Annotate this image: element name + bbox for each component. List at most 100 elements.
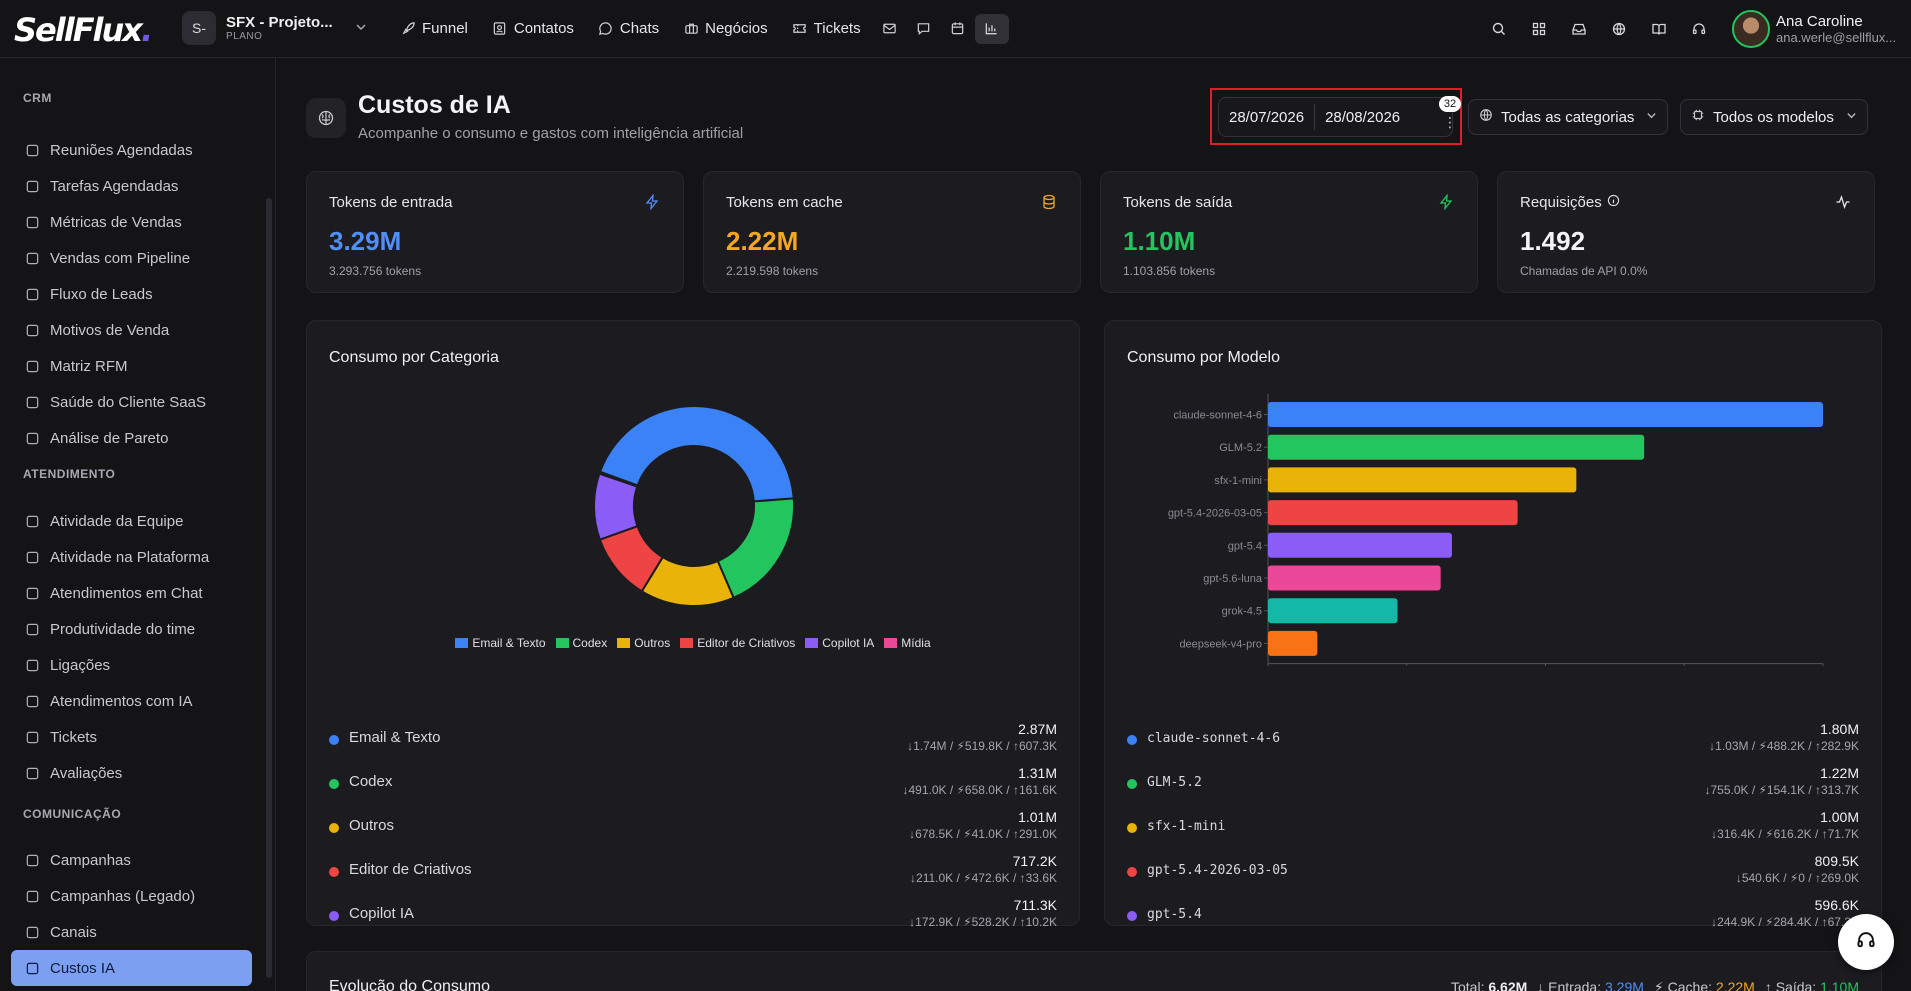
info-icon[interactable] [1607, 194, 1620, 211]
color-dot [1127, 779, 1137, 789]
sidebar-item[interactable]: Custos IA [11, 950, 252, 986]
stat-card-input-tokens: Tokens de entrada 3.29M 3.293.756 tokens [306, 171, 684, 293]
bar[interactable] [1268, 630, 1318, 656]
legend-swatch [805, 638, 819, 648]
bar[interactable] [1268, 467, 1577, 493]
user-menu[interactable]: Ana Caroline ana.werle@sellflux... [1732, 10, 1896, 48]
apps-grid-icon[interactable] [1526, 16, 1552, 42]
sidebar-item[interactable]: Tarefas Agendadas [11, 168, 252, 204]
date-start[interactable]: 28/07/2026 [1229, 108, 1305, 126]
list-item-name: Copilot IA [349, 905, 415, 922]
sidebar-item[interactable]: Métricas de Vendas [11, 204, 252, 240]
list-item-name: Codex [349, 773, 393, 790]
list-item-name: sfx-1-mini [1147, 819, 1226, 834]
help-button[interactable] [1838, 914, 1894, 970]
nav-contatos-label: Contatos [513, 20, 574, 37]
bar[interactable] [1268, 434, 1645, 460]
nav-tickets[interactable]: Tickets [780, 13, 873, 44]
menu-item-icon [24, 394, 40, 410]
nav-contatos[interactable]: Contatos [480, 13, 586, 44]
sidebar-item[interactable]: Campanhas [11, 842, 252, 878]
sidebar-item[interactable]: Tickets [11, 719, 252, 755]
sidebar-item-label: Vendas com Pipeline [50, 249, 191, 267]
menu-item-icon [24, 358, 40, 374]
sidebar-item[interactable]: Motivos de Venda [11, 312, 252, 348]
legend-item[interactable]: Mídia [884, 636, 931, 650]
list-item-total: 1.31M [1018, 765, 1057, 781]
workspace-avatar: S- [182, 11, 216, 45]
database-icon [1040, 193, 1058, 211]
list-item-total: 1.80M [1820, 721, 1859, 737]
nav-email[interactable] [873, 14, 907, 44]
more-vertical-icon[interactable]: ⋮ [1443, 114, 1457, 130]
panel-title: Consumo por Categoria [329, 349, 499, 366]
sidebar-item[interactable]: Atendimentos em Chat [11, 575, 252, 611]
cache-value: 2.22M [1715, 979, 1755, 991]
nav-negocios[interactable]: Negócios [671, 13, 780, 44]
menu-item-icon [24, 178, 40, 194]
sidebar-item-label: Canais [50, 923, 97, 941]
date-range-picker[interactable]: 28/07/2026 28/08/2026 ⋮ 32 [1218, 96, 1461, 137]
sidebar-scrollbar[interactable] [266, 198, 272, 978]
sidebar-item[interactable]: Atividade na Plataforma [11, 539, 252, 575]
stat-sub: 1.103.856 tokens [1123, 264, 1216, 278]
list-item: Outros 1.01M ↓678.5K / ⚡41.0K / ↑291.0K [329, 809, 1057, 851]
donut-slice[interactable] [716, 497, 795, 600]
bar[interactable] [1268, 500, 1518, 526]
sidebar-item-label: Fluxo de Leads [50, 285, 153, 303]
bar[interactable] [1268, 532, 1452, 558]
legend-item[interactable]: Copilot IA [805, 636, 874, 650]
total-label: Total: [1451, 979, 1485, 991]
list-item-name: claude-sonnet-4-6 [1147, 731, 1281, 746]
donut-slice[interactable] [598, 405, 795, 503]
nav-calendar[interactable] [941, 14, 975, 44]
sidebar-item[interactable]: Atendimentos com IA [11, 683, 252, 719]
search-icon[interactable] [1486, 16, 1512, 42]
globe-icon[interactable] [1606, 16, 1632, 42]
sellflux-logo[interactable]: SellFlux. [14, 11, 153, 49]
sidebar-item[interactable]: Reuniões Agendadas [11, 132, 252, 168]
sidebar-item-label: Tickets [50, 728, 97, 746]
list-item-total: 717.2K [1012, 853, 1057, 869]
sidebar-item[interactable]: Campanhas (Legado) [11, 878, 252, 914]
workspace-switcher[interactable]: S- SFX - Projeto... PLANO [182, 11, 367, 45]
nav-messages[interactable] [907, 14, 941, 44]
sidebar-item[interactable]: Saúde do Cliente SaaS [11, 384, 252, 420]
sidebar: CRM ATENDIMENTO COMUNICAÇÃO Reuniões Age… [0, 58, 276, 991]
donut-slice[interactable] [598, 470, 639, 488]
nav-reports[interactable] [974, 13, 1009, 44]
bar[interactable] [1268, 402, 1823, 427]
legend-item[interactable]: Codex [555, 636, 607, 650]
sidebar-item[interactable]: Ligações [11, 647, 252, 683]
cache-label: ⚡ Cache: [1653, 979, 1712, 991]
sidebar-item[interactable]: Vendas com Pipeline [11, 240, 252, 276]
sidebar-item[interactable]: Atividade da Equipe [11, 503, 252, 539]
model-filter[interactable]: Todos os modelos [1680, 99, 1868, 135]
legend-item[interactable]: Outros [617, 636, 670, 650]
list-item-detail: ↓211.0K / ⚡472.6K / ↑33.6K [910, 871, 1057, 885]
sidebar-item[interactable]: Canais [11, 914, 252, 950]
y-tick-label: grok-4.5 [1222, 606, 1262, 618]
nav-chats[interactable]: Chats [586, 13, 671, 44]
sidebar-item[interactable]: Avaliações [11, 755, 252, 791]
legend-item[interactable]: Email & Texto [455, 636, 546, 650]
legend-item[interactable]: Editor de Criativos [680, 636, 795, 650]
date-end[interactable]: 28/08/2026 [1325, 108, 1401, 126]
bar[interactable] [1268, 598, 1398, 624]
sidebar-item-label: Motivos de Venda [50, 321, 170, 339]
inbox-icon[interactable] [1566, 16, 1592, 42]
sidebar-item[interactable]: Fluxo de Leads [11, 276, 252, 312]
legend-label: Copilot IA [822, 636, 875, 650]
sidebar-item-label: Custos IA [50, 959, 116, 977]
sidebar-item[interactable]: Análise de Pareto [11, 420, 252, 456]
legend-swatch [617, 638, 631, 648]
menu-item-icon [24, 888, 40, 904]
bar[interactable] [1268, 565, 1441, 591]
sidebar-item[interactable]: Produtividade do time [11, 611, 252, 647]
nav-funnel[interactable]: Funnel [388, 13, 480, 44]
list-item: Email & Texto 2.87M ↓1.74M / ⚡519.8K / ↑60… [329, 721, 1057, 763]
category-filter[interactable]: Todas as categorias [1468, 99, 1669, 135]
headset-icon[interactable] [1686, 16, 1712, 42]
sidebar-item[interactable]: Matriz RFM [11, 348, 252, 384]
book-open-icon[interactable] [1646, 16, 1672, 42]
